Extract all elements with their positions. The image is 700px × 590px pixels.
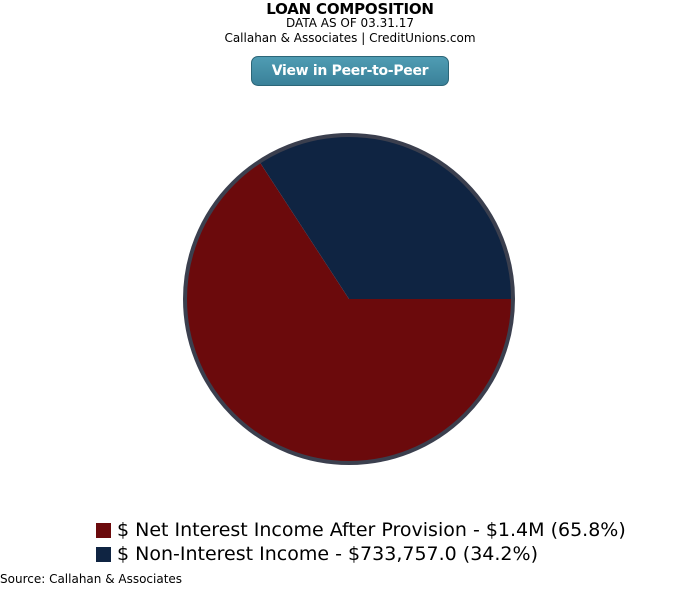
legend-label: $ Net Interest Income After Provision - … <box>117 519 626 541</box>
view-peer-to-peer-button[interactable]: View in Peer-to-Peer <box>251 56 449 86</box>
legend-swatch <box>96 522 111 538</box>
legend-item-non-interest: $ Non-Interest Income - $733,757.0 (34.2… <box>96 542 626 566</box>
source-note: Source: Callahan & Associates <box>0 572 183 586</box>
legend-item-net-interest: $ Net Interest Income After Provision - … <box>96 518 626 542</box>
legend-label: $ Non-Interest Income - $733,757.0 (34.2… <box>117 543 538 565</box>
data-date: DATA AS OF 03.31.17 <box>286 16 414 30</box>
pie-slice-0 <box>184 161 513 464</box>
credit-line: Callahan & Associates | CreditUnions.com <box>224 31 476 45</box>
pie-slice-1 <box>259 135 513 299</box>
chart-title: LOAN COMPOSITION <box>266 0 434 18</box>
legend: $ Net Interest Income After Provision - … <box>96 518 626 566</box>
pie-border <box>183 133 515 465</box>
legend-swatch <box>96 546 111 562</box>
